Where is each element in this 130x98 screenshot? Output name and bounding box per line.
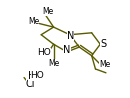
Text: HO: HO	[31, 71, 44, 80]
Text: Me: Me	[28, 17, 39, 26]
Text: HO: HO	[37, 48, 51, 57]
Text: N: N	[63, 45, 71, 55]
Text: H: H	[28, 71, 35, 81]
Text: Me: Me	[42, 7, 53, 16]
Text: S: S	[100, 39, 106, 49]
Text: Me: Me	[99, 60, 111, 69]
Text: N: N	[67, 31, 74, 41]
Text: Cl: Cl	[26, 79, 35, 89]
Text: Me: Me	[48, 59, 59, 68]
